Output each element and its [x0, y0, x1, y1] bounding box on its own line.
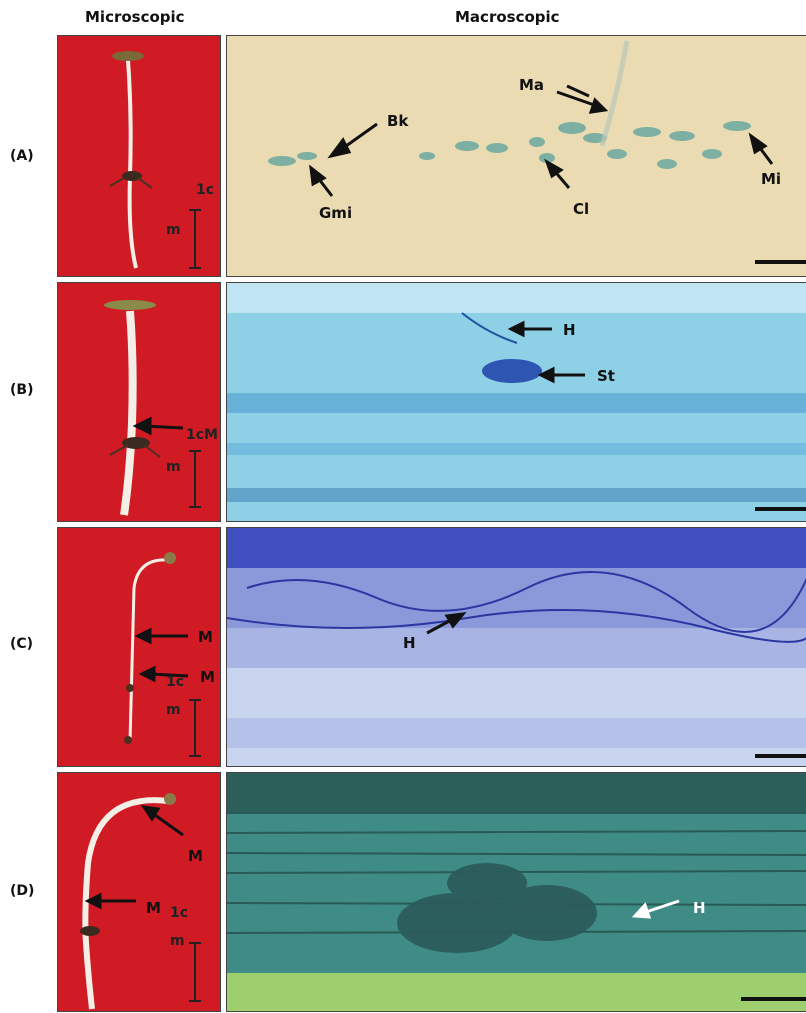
scale-label-c-2: m: [166, 702, 181, 718]
row-label-c: (C): [10, 636, 34, 652]
scale-label-d-1: 1c: [170, 905, 188, 921]
annotation-h-d: H: [693, 899, 706, 917]
scale-label-a-2: m: [166, 222, 181, 238]
annotation-bk: Bk: [387, 112, 409, 130]
row-label-d: (D): [10, 883, 35, 899]
micrograph-panel-b: H St: [226, 282, 806, 522]
annotation-ma: Ma: [519, 76, 544, 94]
seedling-panel-b: 1cM m: [57, 282, 221, 522]
left-mark-c-1: M: [198, 628, 213, 646]
annotation-st: St: [597, 367, 615, 385]
annotation-cl: Cl: [573, 200, 589, 218]
micrograph-image-b: H St: [227, 283, 806, 511]
annotation-h-c: H: [403, 634, 416, 652]
scale-label-c-1: 1c: [166, 674, 184, 690]
seedling-panel-a: 1c m: [57, 35, 221, 277]
seedling-image-c: M M 1c m: [124, 552, 215, 757]
micrograph-image-d: H: [227, 773, 806, 1011]
annotation-mi: Mi: [761, 170, 781, 188]
scale-label-b-1: 1cM: [186, 427, 218, 443]
micrograph-image-a: Bk Gmi Ma Cl Mi: [268, 40, 806, 264]
seedling-image-a: 1c m: [109, 51, 214, 269]
seedling-image-d: M M 1c m: [80, 793, 203, 1010]
seedling-panel-d: M M 1c m: [57, 772, 221, 1012]
scale-label-a-1: 1c: [196, 182, 214, 198]
micrograph-panel-c: H: [226, 527, 806, 767]
annotation-h-b: H: [563, 321, 576, 339]
micrograph-panel-a: Bk Gmi Ma Cl Mi: [226, 35, 806, 277]
row-label-a: (A): [10, 148, 34, 164]
left-mark-c-2: M: [200, 668, 215, 686]
row-label-b: (B): [10, 382, 34, 398]
annotation-gmi: Gmi: [319, 204, 352, 222]
seedling-image-b: 1cM m: [104, 300, 218, 516]
header-macroscopic: Macroscopic: [455, 8, 560, 26]
micrograph-panel-d: H: [226, 772, 806, 1012]
left-mark-d-2: M: [146, 899, 161, 917]
left-mark-d-1: M: [188, 847, 203, 865]
seedling-panel-c: M M 1c m: [57, 527, 221, 767]
header-microscopic: Microscopic: [85, 8, 185, 26]
micrograph-image-c: H: [227, 528, 806, 758]
scale-label-b-2: m: [166, 459, 181, 475]
scale-label-d-2: m: [170, 933, 185, 949]
